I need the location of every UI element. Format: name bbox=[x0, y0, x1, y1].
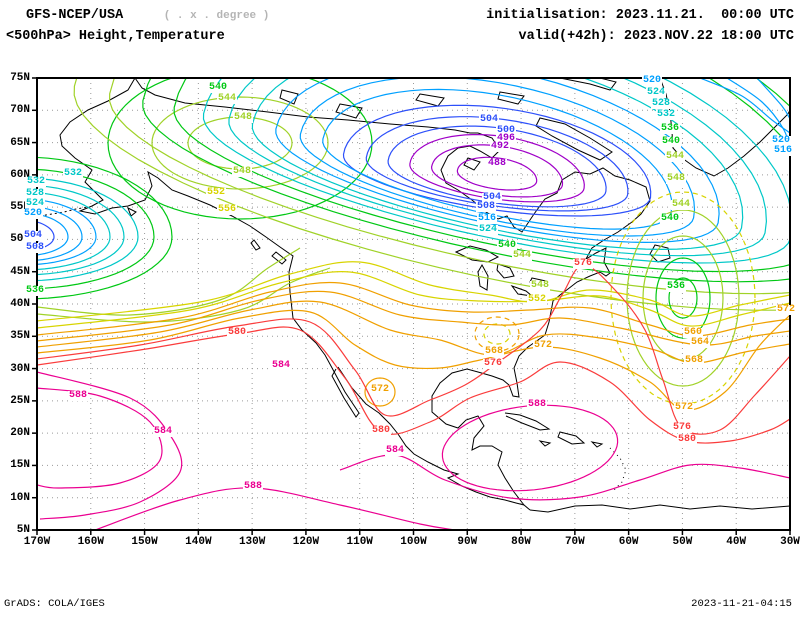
contour-hudson-low-504 bbox=[365, 116, 629, 212]
contour-aleutian-low-520 bbox=[37, 199, 97, 265]
contour-hudson-low-516 bbox=[299, 78, 696, 237]
contour-gulf-trough-tip-560 bbox=[474, 316, 520, 352]
coastline-arctic bbox=[134, 78, 478, 134]
lake-superior bbox=[454, 245, 500, 263]
island-puerto-rico bbox=[590, 441, 604, 448]
axis-ticks bbox=[32, 77, 791, 535]
island-baffin bbox=[535, 117, 613, 161]
contour-alaska-ridge-540 bbox=[107, 78, 373, 220]
level-title: <500hPa> Height,Temperature bbox=[6, 29, 225, 44]
island-parry bbox=[415, 93, 445, 107]
valid-time: valid(+42h): 2023.NOV.22 18:00 UTC bbox=[518, 29, 794, 44]
coastline-mexico bbox=[337, 366, 531, 511]
grads-credit: GrADS: COLA/IGES bbox=[4, 598, 105, 610]
island-hispaniola bbox=[557, 431, 586, 445]
contour-caribbean-ridge-588 bbox=[441, 404, 619, 492]
island-kodiak bbox=[127, 206, 137, 217]
contour-aleutian-low-524 bbox=[37, 192, 111, 271]
island-newfoundland bbox=[649, 244, 671, 263]
contour-aleutian-low-540 bbox=[37, 156, 173, 300]
model-name: GFS-NCEP/USA bbox=[26, 8, 124, 23]
island-ellesmere bbox=[559, 78, 617, 91]
contour-hudson-low-488 bbox=[456, 156, 538, 191]
contour-band-548 bbox=[37, 267, 331, 323]
contour-band-544 bbox=[37, 247, 301, 316]
island-haida-gwaii bbox=[250, 239, 261, 251]
init-time: initialisation: 2023.11.21. 00:00 UTC bbox=[486, 8, 794, 23]
model-title: GFS-NCEP/USA ( . x . degree ) bbox=[26, 8, 269, 23]
contour-hudson-low-492 bbox=[430, 144, 564, 198]
contour-greenland-flow-512 bbox=[756, 78, 790, 120]
contour-aleutian-low-532 bbox=[37, 177, 139, 282]
contour-gulf-trough-tip-556 bbox=[483, 323, 511, 345]
contour-aleutian-low-512 bbox=[37, 213, 69, 256]
aleutian-islands bbox=[39, 206, 89, 217]
contour-aleutian-low-504 bbox=[37, 230, 41, 243]
contour-hudson-low-536 bbox=[173, 78, 790, 273]
contour-subtropical-ridge-584 bbox=[37, 371, 183, 520]
contour-band-552 bbox=[37, 261, 790, 322]
lake-michigan bbox=[477, 263, 489, 291]
contour-subtropical-ridge-584 bbox=[339, 454, 790, 501]
contour-hudson-low-500 bbox=[387, 125, 607, 208]
contour-subtropical-ridge-588 bbox=[94, 487, 456, 530]
contour-greenland-flow-520 bbox=[699, 78, 790, 134]
contour-atlantic-cutoff-low-548 bbox=[626, 209, 740, 387]
island-southampton bbox=[463, 157, 481, 171]
contour-atlantic-cutoff-low-536 bbox=[668, 277, 698, 319]
island-cuba bbox=[504, 412, 551, 431]
contour-mexico-low-572 bbox=[364, 377, 396, 407]
resolution-note: ( . x . degree ) bbox=[163, 10, 270, 22]
creation-timestamp: 2023-11-21-04:15 bbox=[691, 598, 792, 610]
contour-hudson-low-540 bbox=[142, 78, 790, 283]
island-victoria bbox=[335, 103, 363, 119]
island-vancouver bbox=[271, 251, 287, 265]
contour-subtropical-ridge-588 bbox=[37, 387, 163, 489]
island-devon bbox=[497, 91, 525, 105]
coastline-south-america bbox=[529, 504, 790, 513]
lake-huron bbox=[496, 263, 515, 279]
coastline-pacific bbox=[59, 78, 360, 418]
contour-aleutian-low-528 bbox=[37, 185, 125, 276]
contour-hudson-low-512 bbox=[322, 88, 673, 230]
contour-alaska-ridge-548 bbox=[187, 116, 293, 170]
contour-band-572 bbox=[37, 309, 790, 411]
contour-hudson-low-496 bbox=[409, 134, 585, 203]
contour-hudson-low-508 bbox=[342, 104, 652, 217]
gridlines bbox=[37, 78, 790, 530]
contour-lines bbox=[37, 78, 790, 530]
contour-aleutian-low-516 bbox=[37, 206, 83, 261]
island-banks bbox=[279, 89, 299, 105]
contour-aleutian-low-508 bbox=[37, 221, 55, 250]
contour-hudson-low-524 bbox=[251, 78, 744, 251]
lake-erie bbox=[510, 284, 534, 297]
contour-band-556 bbox=[37, 271, 790, 329]
contour-hudson-low-548 bbox=[73, 78, 790, 311]
contour-hudson-low-544 bbox=[108, 78, 790, 295]
island-jamaica bbox=[538, 440, 552, 447]
contour-hudson-low-520 bbox=[275, 78, 720, 244]
contour-aleutian-low-536 bbox=[37, 168, 155, 290]
lake-ontario bbox=[529, 277, 548, 287]
contour-alaska-ridge-544 bbox=[151, 96, 329, 190]
contour-atlantic-cutoff-low-544 bbox=[642, 235, 724, 361]
